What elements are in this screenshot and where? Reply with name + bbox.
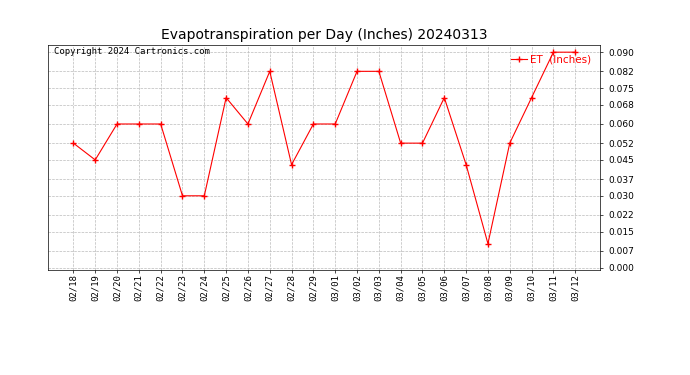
ET  (Inches) [266,69,274,74]
ET  (Inches) [200,194,208,198]
Line: ET  (Inches): ET (Inches) [70,50,578,246]
Title: Evapotranspiration per Day (Inches) 20240313: Evapotranspiration per Day (Inches) 2024… [161,28,488,42]
ET  (Inches) [178,194,186,198]
ET  (Inches) [527,95,535,100]
ET  (Inches) [484,242,492,246]
ET  (Inches) [309,122,317,126]
ET  (Inches) [222,95,230,100]
Text: Copyright 2024 Cartronics.com: Copyright 2024 Cartronics.com [54,47,210,56]
ET  (Inches) [69,141,77,146]
ET  (Inches) [506,141,514,146]
ET  (Inches) [462,162,471,167]
ET  (Inches) [113,122,121,126]
ET  (Inches) [418,141,426,146]
ET  (Inches) [288,162,296,167]
Legend: ET  (Inches): ET (Inches) [507,50,595,69]
ET  (Inches) [549,50,558,54]
ET  (Inches) [244,122,252,126]
ET  (Inches) [135,122,143,126]
ET  (Inches) [440,95,449,100]
ET  (Inches) [397,141,405,146]
ET  (Inches) [353,69,361,74]
ET  (Inches) [91,158,99,162]
ET  (Inches) [375,69,383,74]
ET  (Inches) [331,122,339,126]
ET  (Inches) [571,50,580,54]
ET  (Inches) [157,122,165,126]
